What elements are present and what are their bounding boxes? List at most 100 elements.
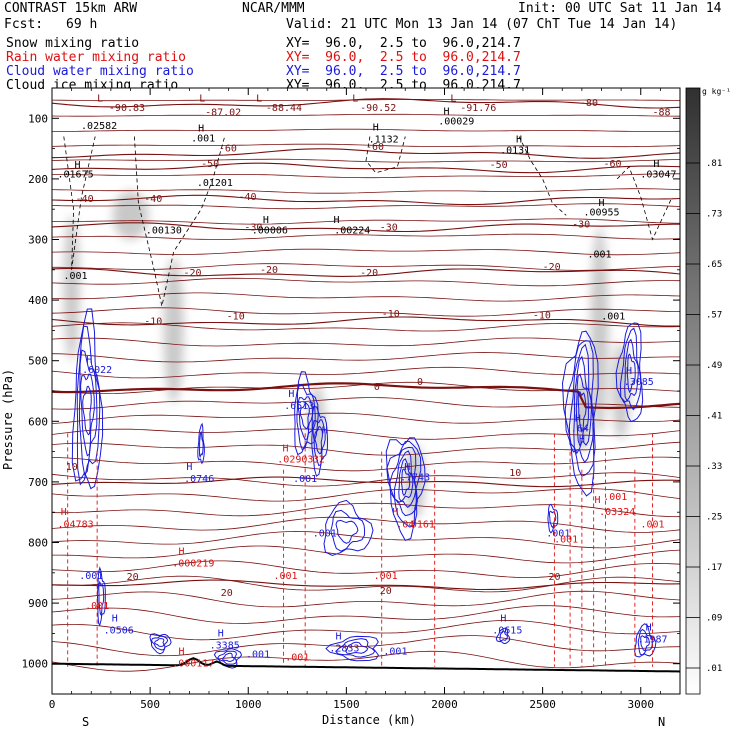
cloud-water-label: H bbox=[626, 366, 632, 377]
temperature-contour bbox=[52, 158, 680, 163]
temperature-contour bbox=[52, 605, 680, 624]
rain-label: H bbox=[179, 547, 185, 558]
cloud-water-contour bbox=[577, 391, 587, 433]
south-end-label: S bbox=[82, 715, 89, 729]
temperature-label: -30 bbox=[380, 222, 398, 233]
field-cloud-xy: XY= 96.0, 2.5 to 96.0,214.7 bbox=[286, 64, 521, 79]
cloud-water-label: .001 bbox=[383, 647, 407, 658]
temperature-contour bbox=[52, 292, 680, 302]
colorbar-tick-label: .65 bbox=[706, 260, 722, 270]
cloud-water-label: .3085 bbox=[624, 377, 654, 388]
temperature-label: -60 bbox=[219, 144, 237, 155]
temperature-label: L bbox=[97, 93, 103, 104]
temperature-contour bbox=[52, 516, 680, 533]
colorbar-ticks: .01 .09 .17 .25 .33 .41 .49 .57 .65 .73 .81 bbox=[686, 159, 722, 674]
ice-label: .00029 bbox=[438, 116, 474, 127]
cloud-water-contour bbox=[198, 430, 204, 459]
cloud-water-label: .6513 bbox=[284, 401, 314, 412]
temperature-contour bbox=[52, 575, 680, 593]
temperature-contour-20 bbox=[52, 579, 680, 591]
temperature-label: 20 bbox=[127, 572, 139, 583]
rain-label: 32 bbox=[313, 455, 325, 466]
ice-label: .01675 bbox=[57, 170, 93, 181]
temperature-contour--50 bbox=[52, 162, 680, 174]
ice-label: .00955 bbox=[583, 207, 619, 218]
temperature-label: -20 bbox=[183, 268, 201, 279]
cloud-water-contour bbox=[624, 338, 639, 402]
cloud-water-contour bbox=[82, 385, 92, 436]
cloud-water-contour bbox=[564, 340, 596, 477]
temperature-label: 20 bbox=[380, 586, 392, 597]
temperature-label: 0 bbox=[417, 377, 423, 388]
cloud-water-contour bbox=[71, 308, 104, 490]
temperature-contour bbox=[52, 590, 680, 608]
rain-label: .001 bbox=[554, 535, 578, 546]
ice-label: .00006 bbox=[252, 225, 288, 236]
x-axis-label: Distance (km) bbox=[322, 713, 416, 727]
ice-contour bbox=[134, 136, 226, 307]
cloud-water-contour bbox=[197, 422, 205, 465]
cloud-water-contour bbox=[640, 635, 650, 652]
cloud-water-label: .001 bbox=[293, 474, 317, 485]
cloud-water-label: .001 bbox=[79, 571, 103, 582]
snow-shade-patch bbox=[163, 257, 184, 404]
temperature-label: L bbox=[450, 93, 456, 104]
temperature-label: -40 bbox=[76, 194, 94, 205]
temperature-label: -50 bbox=[201, 159, 219, 170]
y-tick-label-500: 500 bbox=[28, 355, 48, 368]
colorbar-tick-label: .17 bbox=[706, 563, 722, 573]
cloud-water-contour bbox=[325, 635, 380, 662]
cloud-water-label: .0615 bbox=[492, 625, 522, 636]
temperature-label: -60 bbox=[366, 142, 384, 153]
temperature-contour--20 bbox=[52, 267, 680, 277]
temperature-contour bbox=[52, 366, 680, 379]
valid-time: Valid: 21 UTC Mon 13 Jan 14 (07 ChT Tue … bbox=[286, 17, 678, 32]
organization-label: NCAR/MMM bbox=[242, 1, 305, 16]
temperature-contour bbox=[52, 263, 680, 271]
x-tick-label-0: 0 bbox=[49, 698, 56, 711]
colorbar-tick-label: .81 bbox=[706, 159, 722, 169]
ice-label: .001 bbox=[64, 271, 88, 282]
cloud-water-contour bbox=[299, 402, 310, 430]
temperature-label: L bbox=[199, 93, 205, 104]
cloud-water-contour bbox=[76, 325, 101, 486]
x-tick-label-1000: 1000 bbox=[235, 698, 262, 711]
colorbar-tick-label: .01 bbox=[706, 664, 722, 674]
y-tick-label-400: 400 bbox=[28, 294, 48, 307]
rain-label: .000117 bbox=[172, 659, 214, 670]
cloud-water-contour bbox=[98, 580, 105, 617]
y-tick-label-100: 100 bbox=[28, 112, 48, 125]
temperature-contour bbox=[52, 233, 680, 240]
temperature-contour bbox=[52, 397, 680, 410]
temperature-label: -20 bbox=[543, 262, 561, 273]
temperature-label: -50 bbox=[490, 160, 508, 171]
rain-label: H bbox=[179, 647, 185, 658]
ice-label: .001 bbox=[191, 133, 215, 144]
rain-label: H bbox=[392, 507, 398, 518]
cloud-water-label: H bbox=[336, 631, 342, 642]
cloud-water-contour bbox=[154, 638, 165, 647]
colorbar bbox=[685, 87, 701, 695]
rain-label: .000219 bbox=[172, 559, 214, 570]
snow-shade-patch bbox=[590, 227, 609, 434]
rain-label: .001 bbox=[374, 571, 398, 582]
rain-label: .03324 bbox=[599, 507, 635, 518]
ice-contour bbox=[63, 136, 96, 270]
forecast-label: Fcst: bbox=[4, 17, 44, 32]
cloud-water-contour bbox=[548, 510, 557, 529]
temperature-label: -30 bbox=[572, 219, 590, 230]
x-tick-label-2500: 2500 bbox=[529, 698, 556, 711]
temperature-label: -10 bbox=[227, 311, 245, 322]
temperature-contour bbox=[52, 560, 680, 578]
ice-label: H bbox=[74, 160, 80, 171]
cloud-water-label: H bbox=[322, 425, 328, 436]
temperature-contour bbox=[52, 128, 680, 132]
cloud-water-contour bbox=[386, 440, 422, 528]
cloud-water-contour bbox=[499, 630, 508, 642]
temperature-contour bbox=[52, 488, 680, 502]
temperature-contour bbox=[52, 218, 680, 225]
temperature-contour bbox=[52, 188, 680, 194]
cloud-water-label: .001 bbox=[546, 528, 570, 539]
y-tick-label-600: 600 bbox=[28, 415, 48, 428]
